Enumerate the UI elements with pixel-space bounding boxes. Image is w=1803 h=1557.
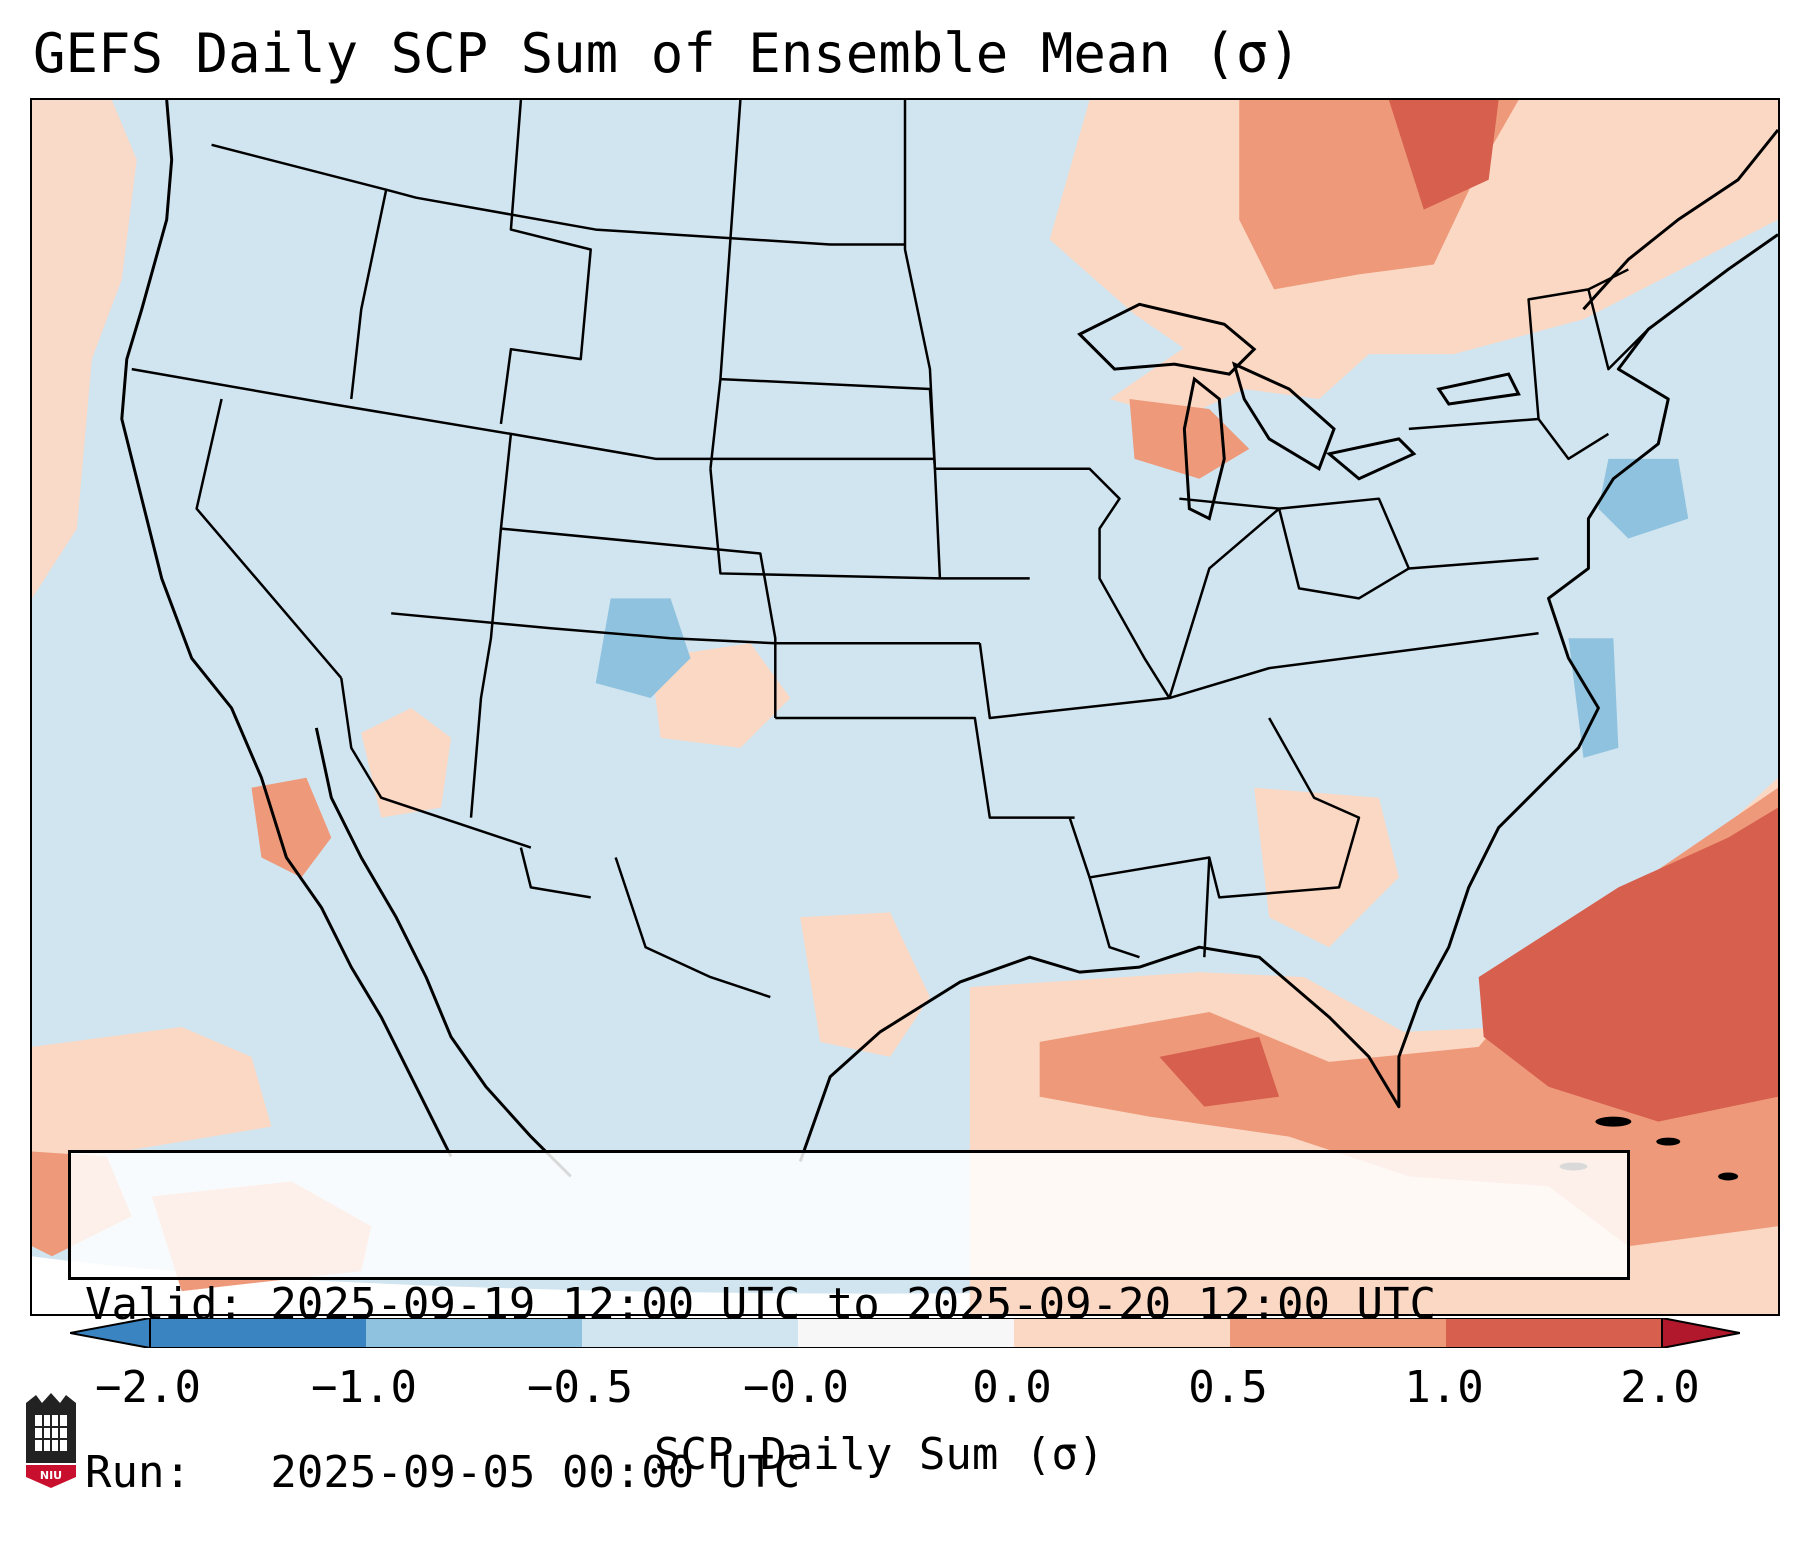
colorbar-tick-label: 1.0 (1404, 1362, 1484, 1413)
colorbar-tick-label: −2.0 (95, 1362, 201, 1413)
niu-logo-icon: NIU (26, 1393, 76, 1488)
forecast-info-box: Valid: 2025-09-19 12:00 UTC to 2025-09-2… (68, 1150, 1630, 1498)
logo-text: NIU (40, 1469, 62, 1482)
colorbar-tick-label: −0.0 (743, 1362, 849, 1413)
atlantic-negative-region (1598, 458, 1689, 539)
run-time-text: Run: 2025-09-05 00:00 UTC (85, 1447, 801, 1498)
great-lakes-outline (1077, 302, 1521, 521)
baja-positive-region (251, 777, 332, 878)
west-coast-positive-region (32, 100, 137, 599)
forecast-map (32, 100, 1778, 1314)
colorbar-label: SCP Daily Sum (σ) (654, 1429, 1105, 1480)
colorbar (70, 1318, 1740, 1348)
gulf-strong-positive-region (1159, 1036, 1280, 1107)
atlantic-strong-positive-region (1478, 807, 1778, 1122)
great-lakes-positive-region (1109, 329, 1369, 419)
map-title: GEFS Daily SCP Sum of Ensemble Mean (σ) (33, 22, 1301, 85)
map-panel (30, 98, 1780, 1316)
colorbar-tick-label: 0.5 (1188, 1362, 1268, 1413)
michigan-positive-region (1129, 399, 1250, 479)
state-borders (131, 100, 1650, 999)
colorbar-svg (70, 1318, 1740, 1348)
colorbar-tick-label: 0.0 (972, 1362, 1052, 1413)
colorbar-tick-label: 2.0 (1620, 1362, 1700, 1413)
southeast-light-positive-region (1254, 787, 1399, 948)
plains-light-positive-region (650, 643, 791, 748)
niu-logo: NIU (22, 1393, 80, 1488)
southwest-light-positive-region (361, 707, 452, 818)
colorbar-tick-label: −1.0 (311, 1362, 417, 1413)
pacific-positive-region (32, 1026, 272, 1187)
colorbar-tick-label: −0.5 (527, 1362, 633, 1413)
ontario-core-region (1388, 100, 1499, 210)
coastlines (120, 100, 1778, 1178)
southeast-positive-region (1039, 787, 1778, 1247)
colorado-negative-region (595, 598, 691, 699)
